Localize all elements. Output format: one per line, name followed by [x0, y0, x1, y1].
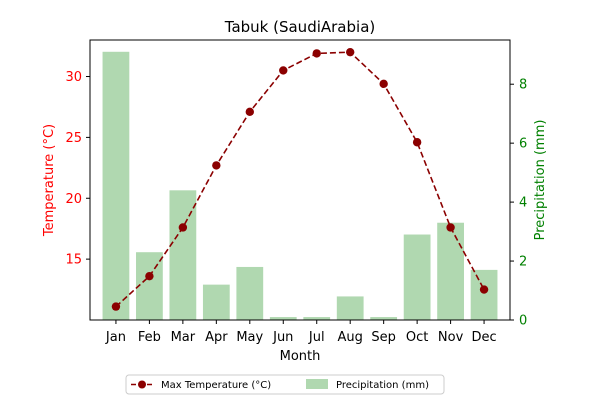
temperature-point-jun [279, 66, 288, 75]
precipitation-bar-mar [169, 190, 197, 320]
temperature-point-aug [345, 47, 355, 57]
temperature-point-nov [446, 223, 455, 232]
temperature-point-jul [312, 49, 321, 58]
legend-label-temperature: Max Temperature (°C) [161, 380, 271, 391]
y-axis-left-label: Temperature (°C) [42, 124, 57, 237]
right-tick-label: 8 [519, 78, 527, 93]
right-tick-label: 4 [519, 196, 527, 211]
precipitation-bar-dec [470, 269, 498, 320]
precipitation-bar-aug [336, 296, 364, 320]
right-tick-label: 6 [519, 137, 527, 152]
temperature-point-feb [145, 271, 154, 281]
right-tick-label: 0 [519, 314, 527, 329]
x-tick-label-sep: Sep [371, 330, 396, 345]
left-tick-label: 30 [65, 70, 82, 85]
temperature-point-apr [212, 161, 221, 170]
legend-marker-swatch [138, 380, 146, 389]
x-axis-label: Month [280, 349, 321, 364]
legend: Max Temperature (°C) Precipitation (mm) [125, 374, 445, 395]
precipitation-bar-sep [370, 317, 398, 320]
legend-label-precipitation: Precipitation (mm) [336, 380, 429, 391]
x-tick-label-jul: Jul [308, 330, 325, 345]
temperature-point-oct [412, 138, 422, 147]
temperature-point-dec [479, 285, 489, 294]
x-tick-label-apr: Apr [205, 330, 228, 345]
legend-bar-swatch [306, 379, 328, 389]
right-axis-ticks: 0 2 4 6 8 [510, 78, 527, 329]
x-tick-label-dec: Dec [471, 330, 496, 345]
precipitation-bar-apr [202, 284, 230, 320]
precipitation-bar-oct [403, 234, 431, 320]
temperature-point-jan [111, 302, 121, 311]
left-tick-label: 20 [65, 192, 82, 207]
precipitation-bar-jan [102, 51, 130, 320]
x-tick-label-may: May [236, 330, 263, 345]
x-tick-label-aug: Aug [338, 330, 363, 345]
bars-layer [102, 51, 498, 320]
temperature-line [115, 51, 485, 308]
plot-frame [89, 39, 511, 321]
precipitation-bar-jun [269, 317, 297, 320]
precipitation-bar-jul [303, 317, 331, 320]
left-tick-label: 25 [65, 131, 82, 146]
x-tick-label-jan: Jan [105, 330, 126, 345]
left-axis-ticks: 15 20 25 30 [65, 70, 90, 268]
temperature-point-sep [379, 79, 388, 89]
temperature-point-mar [178, 223, 188, 232]
x-tick-label-oct: Oct [406, 330, 428, 345]
legend-frame [125, 374, 445, 395]
chart-title: Tabuk (SaudiArabia) [224, 18, 375, 36]
temperature-point-may [245, 107, 255, 117]
precipitation-bar-may [236, 266, 264, 320]
precipitation-bar-feb [136, 252, 163, 320]
right-tick-label: 2 [519, 255, 527, 270]
x-tick-label-nov: Nov [438, 330, 464, 345]
line-layer [111, 47, 489, 311]
x-tick-label-mar: Mar [171, 330, 196, 345]
x-tick-label-feb: Feb [138, 330, 161, 345]
left-tick-label: 15 [65, 253, 82, 268]
x-axis-ticks: Jan Feb Mar Apr May Jun Jul Aug Sep Oct Nov Dec [105, 320, 497, 345]
y-axis-right-label: Precipitation (mm) [533, 120, 548, 241]
x-tick-label-jun: Jun [272, 330, 293, 345]
precipitation-bar-nov [437, 222, 464, 320]
